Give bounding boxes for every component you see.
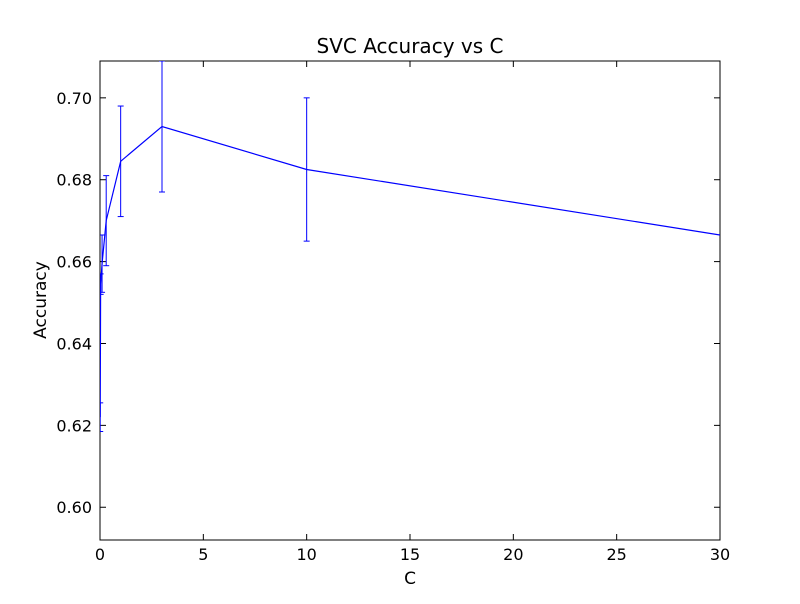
x-tick-label: 10: [296, 545, 316, 564]
plot-frame: [99, 60, 721, 541]
error-bar: [100, 234, 106, 293]
chart-title: SVC Accuracy vs C: [317, 34, 504, 58]
error-bar: [117, 105, 124, 218]
x-tick-label: 20: [503, 545, 523, 564]
y-axis-label: Accuracy: [31, 261, 51, 339]
x-tick-label: 15: [400, 545, 420, 564]
series-group: [100, 61, 720, 433]
error-bar: [100, 273, 104, 295]
error-bar: [303, 97, 310, 242]
x-tick-label: 5: [198, 545, 208, 564]
x-axis-label: C: [404, 569, 416, 589]
series-line: [100, 125, 720, 418]
x-tick-label: 30: [710, 545, 730, 564]
y-tick-label: 0.64: [56, 334, 92, 353]
y-tick-label: 0.68: [56, 171, 92, 190]
y-tick-label: 0.62: [56, 416, 92, 435]
x-tick-label: 0: [95, 545, 105, 564]
error-bar: [103, 175, 110, 267]
y-tick-label: 0.60: [56, 498, 92, 517]
error-bar: [100, 402, 104, 433]
y-tick-label: 0.66: [56, 253, 92, 272]
y-tick-label: 0.70: [56, 89, 92, 108]
error-bar: [159, 61, 165, 193]
x-tick-label: 25: [606, 545, 626, 564]
